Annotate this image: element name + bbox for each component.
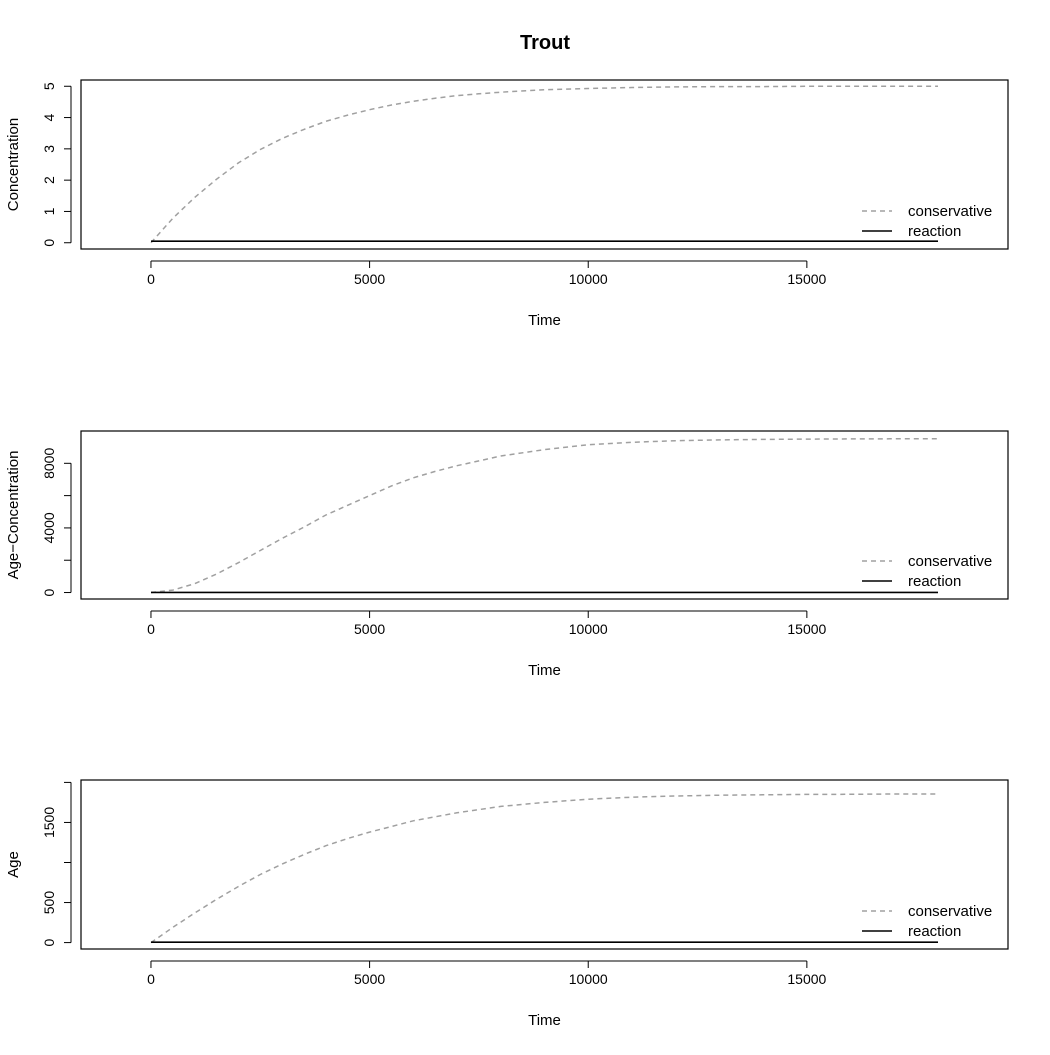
y-tick-label: 1 <box>41 207 57 215</box>
x-tick-label: 15000 <box>787 971 826 987</box>
y-tick-label: 2 <box>41 176 57 184</box>
legend: conservative reaction <box>862 553 992 590</box>
y-axis-label: Concentration <box>5 118 22 211</box>
x-tick-label: 15000 <box>787 271 826 287</box>
plot-frame <box>80 430 1009 600</box>
legend-label-reaction: reaction <box>908 573 961 590</box>
legend-label-conservative: conservative <box>908 903 992 920</box>
y-tick-label: 5 <box>41 82 57 90</box>
legend: conservative reaction <box>862 903 992 940</box>
legend-label-conservative: conservative <box>908 203 992 220</box>
panel-2: 0 5000 10000 15000 Time 0 4000 8000 Age−Concentr… <box>5 430 1009 679</box>
y-tick-label: 0 <box>41 588 57 596</box>
y-tick-label: 4 <box>41 113 57 121</box>
x-tick-label: 0 <box>147 621 155 637</box>
x-axis-label: Time <box>528 312 561 329</box>
plot-frame <box>80 79 1009 250</box>
x-tick-label: 10000 <box>569 621 608 637</box>
series-line-conservative <box>150 85 938 244</box>
x-tick-label: 5000 <box>354 271 385 287</box>
x-axis-label: Time <box>528 662 561 679</box>
y-axis-label: Age−Concentration <box>5 451 22 580</box>
legend-label-reaction: reaction <box>908 223 961 240</box>
series-line-conservative <box>150 793 938 944</box>
y-tick-label: 500 <box>41 891 57 915</box>
x-axis-label: Time <box>528 1012 561 1029</box>
y-tick-label: 8000 <box>41 448 57 479</box>
series-line-conservative <box>150 438 938 594</box>
chart-title: Trout <box>520 32 570 54</box>
y-tick-label: 0 <box>41 239 57 247</box>
y-axis-label: Age <box>5 851 22 878</box>
x-tick-label: 10000 <box>569 971 608 987</box>
x-tick-label: 5000 <box>354 621 385 637</box>
y-tick-label: 0 <box>41 938 57 946</box>
x-tick-label: 0 <box>147 971 155 987</box>
panel-3: 0 5000 10000 15000 Time 0 500 1500 Age conservati… <box>5 779 1009 1029</box>
legend-label-reaction: reaction <box>908 923 961 940</box>
y-tick-label: 4000 <box>41 512 57 543</box>
plot-frame <box>80 779 1009 950</box>
x-tick-label: 15000 <box>787 621 826 637</box>
x-tick-label: 5000 <box>354 971 385 987</box>
panel-1: 0 5000 10000 15000 Time 0 1 2 3 4 5 Concentration co… <box>5 79 1009 329</box>
x-tick-label: 0 <box>147 271 155 287</box>
y-tick-label: 1500 <box>41 807 57 838</box>
legend: conservative reaction <box>862 203 992 240</box>
y-tick-label: 3 <box>41 145 57 153</box>
legend-label-conservative: conservative <box>908 553 992 570</box>
x-tick-label: 10000 <box>569 271 608 287</box>
